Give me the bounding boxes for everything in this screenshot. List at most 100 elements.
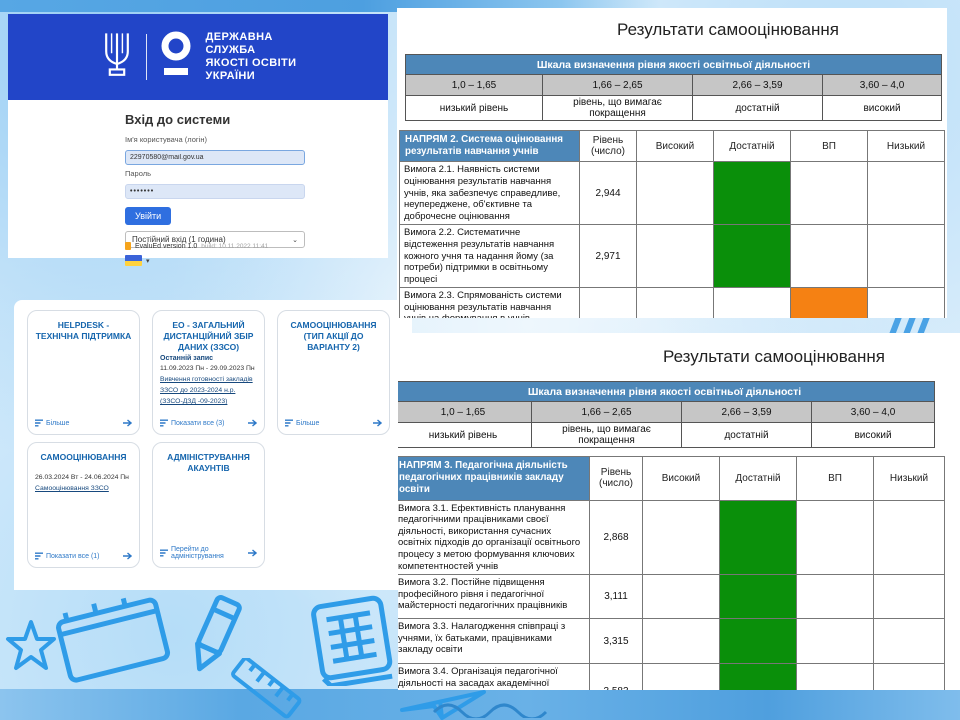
quality-scale-table: Шкала визначення рівня якості освітньої … <box>398 381 936 448</box>
level-number-header: Рівень (число) <box>589 456 643 501</box>
requirement-text: Вимога 3.2. Постійне підвищення професій… <box>398 574 590 620</box>
quality-scale-table: Шкала визначення рівня якості освітньої … <box>404 54 943 121</box>
login-screen: ДЕРЖАВНА СЛУЖБА ЯКОСТІ ОСВІТИ УКРАЇНИ Вх… <box>8 14 388 266</box>
level-cell <box>719 618 797 665</box>
card-title: HELPDESK - ТЕХНІЧНА ПІДТРИМКА <box>35 320 132 342</box>
username-input[interactable] <box>125 150 305 165</box>
arrow-right-icon[interactable] <box>373 419 382 427</box>
col-high: Високий <box>642 456 720 501</box>
arrow-right-icon[interactable] <box>248 419 257 427</box>
card-self-assessment-type2[interactable]: САМООЦІНЮВАННЯ (ТИП АКЦІЇ ДО ВАРІАНТУ 2)… <box>277 310 390 435</box>
card-link[interactable]: Самооцінювання ЗЗСО <box>35 485 109 493</box>
level-cell <box>642 618 720 665</box>
sort-icon <box>35 419 43 427</box>
requirement-text: Вимога 3.4. Організація педагогічної дія… <box>398 663 590 690</box>
card-self-assessment[interactable]: САМООЦІНЮВАННЯ 26.03.2024 Вт - 24.06.202… <box>27 442 140 568</box>
trident-logo-icon <box>99 30 135 85</box>
scale-header: Шкала визначення рівня якості освітньої … <box>404 54 943 75</box>
level-cell <box>867 161 945 226</box>
direction2-table: НАПРЯМ 2. Система оцінювання результатів… <box>399 129 945 318</box>
table-row: Вимога 3.3. Налагодження співпраці з учн… <box>398 618 945 665</box>
level-cell <box>873 574 945 620</box>
level-value: 3,583 <box>589 663 643 690</box>
level-value: 2,868 <box>589 499 643 576</box>
session-duration-value: Постійний вхід (1 година) <box>132 235 226 244</box>
card-title: АДМІНІСТРУВАННЯ АКАУНТІВ <box>167 452 250 474</box>
col-low: Низький <box>873 456 945 501</box>
scale-labels-row: низький рівень рівень, що вимагає покраще… <box>405 95 943 121</box>
level-cell <box>790 161 868 226</box>
level-cell <box>796 574 874 620</box>
scale-header: Шкала визначення рівня якості освітньої … <box>398 381 936 402</box>
arrow-right-icon[interactable] <box>123 552 132 560</box>
requirement-text: Вимога 2.1. Наявність системи оцінювання… <box>399 161 580 226</box>
app-version: EvaluEd version 1.0 <box>135 242 198 250</box>
login-heading: Вхід до системи <box>125 112 231 127</box>
notebook-doodle-icon <box>56 597 171 683</box>
col-vp: ВП <box>796 456 874 501</box>
username-label: Ім'я користувача (логін) <box>125 135 207 144</box>
level-cell <box>642 499 720 576</box>
dashboard-cards-screen: HELPDESK - ТЕХНІЧНА ПІДТРИМКА Більше ЕО … <box>14 300 412 590</box>
arrow-right-icon[interactable] <box>123 419 132 427</box>
sort-icon <box>160 549 168 557</box>
card-footer-link[interactable]: Більше <box>296 419 320 427</box>
card-title: САМООЦІНЮВАННЯ <box>40 452 127 462</box>
card-footer-link[interactable]: Перейти до адміністрування <box>171 546 224 560</box>
table-row: Вимога 3.4. Організація педагогічної дія… <box>398 663 945 690</box>
level-value: 2 <box>579 287 637 318</box>
col-sufficient: Достатній <box>719 456 797 501</box>
level-value: 3,111 <box>589 574 643 620</box>
results-panel-direction3: Результати самооцінювання Шкала визначен… <box>398 333 960 690</box>
card-account-administration[interactable]: АДМІНІСТРУВАННЯ АКАУНТІВ Перейти до адмі… <box>152 442 265 568</box>
card-eo-data-collection[interactable]: ЕО - ЗАГАЛЬНИЙ ДИСТАНЦІЙНИЙ ЗБІР ДАНИХ (… <box>152 310 265 435</box>
login-button[interactable]: Увійти <box>125 207 172 225</box>
level-cell <box>867 287 945 318</box>
bottom-watercolor-band <box>0 689 960 720</box>
card-helpdesk[interactable]: HELPDESK - ТЕХНІЧНА ПІДТРИМКА Більше <box>27 310 140 435</box>
level-cell <box>636 287 714 318</box>
card-link[interactable]: Вивчення готовності закладів ЗЗСО до 202… <box>160 376 253 406</box>
col-high: Високий <box>636 129 714 163</box>
scale-ranges-row: 1,0 – 1,65 1,66 – 2,65 2,66 – 3,59 3,60 – … <box>398 401 936 423</box>
sort-icon <box>160 419 168 427</box>
direction3-table: НАПРЯМ 3. Педагогічна діяльність педагог… <box>398 456 945 690</box>
results-title: Результати самооцінювання <box>662 347 885 366</box>
direction-title-cell: НАПРЯМ 2. Система оцінювання результатів… <box>399 129 580 163</box>
results-panel-direction2: Результати самооцінювання Шкала визначен… <box>397 8 947 318</box>
logo-divider <box>146 34 148 80</box>
direction-title-cell: НАПРЯМ 3. Педагогічна діяльність педагог… <box>398 456 590 501</box>
arrow-right-icon[interactable] <box>248 549 257 557</box>
level-cell <box>796 499 874 576</box>
login-footer: EvaluEd version 1.0 build: 10.11.2022 11… <box>125 242 268 250</box>
card-footer-link[interactable]: Показати все (3) <box>171 419 225 427</box>
card-footer-link[interactable]: Більше <box>46 419 70 427</box>
ukraine-flag-icon[interactable] <box>125 255 142 266</box>
level-cell <box>713 224 791 289</box>
chevron-down-icon: ⌄ <box>292 236 298 244</box>
level-cell <box>873 618 945 665</box>
requirement-text: Вимога 2.3. Спрямованість системи оцінюв… <box>399 287 580 318</box>
build-info: build: 10.11.2022 11:41 <box>201 242 269 250</box>
level-cell <box>719 663 797 690</box>
level-cell <box>796 663 874 690</box>
level-number-header: Рівень (число) <box>579 129 637 163</box>
card-title: САМООЦІНЮВАННЯ (ТИП АКЦІЇ ДО ВАРІАНТУ 2) <box>290 320 377 353</box>
col-sufficient: Достатній <box>713 129 791 163</box>
password-input[interactable] <box>125 184 305 199</box>
card-footer-link[interactable]: Показати все (1) <box>46 552 100 560</box>
level-value: 3,315 <box>589 618 643 665</box>
table-row: Вимога 2.2. Систематичне відстеження рез… <box>399 224 945 289</box>
pencil-doodle-icon <box>195 595 242 672</box>
scale-labels-row: низький рівень рівень, що вимагає покраще… <box>398 422 936 448</box>
table-row: Вимога 2.1. Наявність системи оцінювання… <box>399 161 945 226</box>
level-cell <box>790 224 868 289</box>
level-cell <box>642 663 720 690</box>
sort-icon <box>285 419 293 427</box>
level-cell <box>713 161 791 226</box>
evalued-logo-icon <box>125 242 131 250</box>
card-title: ЕО - ЗАГАЛЬНИЙ ДИСТАНЦІЙНИЙ ЗБІР ДАНИХ (… <box>163 320 254 353</box>
level-cell <box>719 574 797 620</box>
session-duration-select[interactable]: Постійний вхід (1 година) ⌄ <box>125 231 305 248</box>
level-cell <box>873 663 945 690</box>
